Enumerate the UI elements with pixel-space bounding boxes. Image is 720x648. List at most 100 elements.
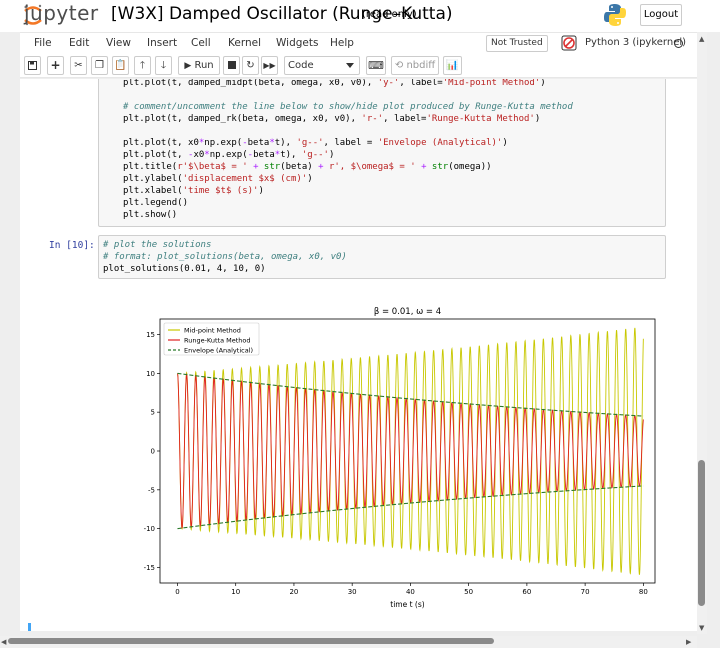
- move-up-button[interactable]: 🡑: [134, 56, 151, 75]
- copy-button[interactable]: ❐: [91, 56, 108, 75]
- kernel-name[interactable]: Python 3 (ipykernel): [585, 37, 687, 48]
- menu-insert[interactable]: Insert: [147, 37, 178, 49]
- chevron-down-icon: [346, 63, 354, 68]
- menu-kernel[interactable]: Kernel: [228, 37, 261, 49]
- move-down-button[interactable]: 🡓: [155, 56, 172, 75]
- code-line: # plot the solutions: [103, 240, 212, 250]
- scroll-left-icon[interactable]: ◀: [1, 638, 7, 646]
- code-line: plt.plot(t, damped_rk(beta, omega, x0, v…: [123, 114, 541, 124]
- code-line: # comment/uncomment the line below to sh…: [123, 102, 573, 112]
- run-button[interactable]: ▶ Run: [178, 56, 220, 75]
- save-button[interactable]: [24, 56, 41, 75]
- x-tick-label: 10: [231, 588, 240, 596]
- code-cell-1-editor[interactable]: plt.plot(t, damped_midpt(beta, omega, x0…: [98, 79, 666, 227]
- menu-cell[interactable]: Cell: [191, 37, 211, 49]
- menu-widgets[interactable]: Widgets: [276, 37, 319, 49]
- arrow-up-icon: 🡑: [139, 60, 146, 71]
- scroll-down-icon[interactable]: ▼: [699, 624, 705, 632]
- x-tick-label: 30: [348, 588, 357, 596]
- fast-forward-icon: ▶▶: [263, 61, 276, 70]
- plot-axes: [159, 318, 656, 584]
- legend-box: [163, 322, 260, 356]
- code-line: plt.plot(t, x0*np.exp(-beta*t), 'g--', l…: [123, 138, 508, 148]
- x-tick-label: 40: [406, 588, 415, 596]
- paste-icon: 📋: [114, 60, 127, 71]
- code-line: plt.xlabel('time $t$ (s)'): [123, 186, 264, 196]
- history-icon: ⟲: [394, 60, 404, 71]
- cut-button[interactable]: ✂: [70, 56, 87, 75]
- series-envelope-lower-line: [177, 485, 644, 530]
- logout-button[interactable]: Logout: [640, 4, 682, 26]
- x-tick-label: 70: [581, 588, 590, 596]
- bar-chart-icon: 📊: [446, 60, 459, 71]
- copy-icon: ❐: [95, 60, 104, 71]
- vertical-scrollbar[interactable]: [697, 33, 707, 634]
- command-palette-button[interactable]: ⌨: [366, 56, 386, 75]
- chart-title: β = 0.01, ω = 4: [374, 307, 441, 317]
- code-line: plt.title(r'$\beta$ = ' + str(beta) + r'…: [123, 162, 492, 172]
- code-line: plt.show(): [123, 210, 178, 220]
- cell-type-value: Code: [288, 60, 314, 71]
- y-tick-label: -15: [144, 564, 155, 572]
- y-tick-label: 10: [146, 370, 155, 378]
- x-tick-label: 20: [289, 588, 298, 596]
- jupyter-logo-icon[interactable]: [22, 3, 108, 27]
- menu-help[interactable]: Help: [330, 37, 354, 49]
- interrupt-button[interactable]: [223, 56, 240, 75]
- legend-label: Mid-point Method: [184, 327, 241, 335]
- series-envelope-upper-line: [177, 372, 644, 417]
- code-cell-2-editor[interactable]: # plot the solutions # format: plot_solu…: [98, 235, 666, 279]
- y-tick-label: 15: [146, 331, 155, 339]
- output-plot: β = 0.01, ω = 40 10 20 30 40 50 60 70 80-15-10-5…: [144, 307, 656, 609]
- kernel-status-icon: [674, 39, 683, 48]
- cell-type-select[interactable]: Code: [284, 56, 360, 75]
- x-axis-label: time t (s): [390, 600, 424, 609]
- code-line: plt.legend(): [123, 198, 189, 208]
- code-line: plt.ylabel('displacement $x$ (cm)'): [123, 174, 313, 184]
- legend-label: Runge-Kutta Method: [184, 337, 251, 345]
- y-tick-label: -5: [148, 486, 155, 494]
- restart-button[interactable]: ↻: [242, 56, 259, 75]
- menu-file[interactable]: File: [34, 37, 52, 49]
- chart-button[interactable]: 📊: [443, 56, 462, 75]
- menu-edit[interactable]: Edit: [69, 37, 90, 49]
- kernel-no-edit-icon: [561, 35, 577, 51]
- run-label: Run: [194, 60, 214, 71]
- refresh-icon: ↻: [246, 60, 255, 71]
- plus-icon: +: [50, 58, 61, 72]
- notebook-container: plt.plot(t, damped_midpt(beta, omega, x0…: [20, 79, 697, 631]
- x-tick-label: 50: [464, 588, 473, 596]
- notebook-title[interactable]: [W3X] Damped Oscillator (Runge–Kutta): [111, 4, 453, 24]
- code-line: plot_solutions(0.01, 4, 10, 0): [103, 264, 266, 274]
- vertical-scrollbar-thumb[interactable]: [698, 460, 705, 606]
- code-line: plt.plot(t, -x0*np.exp(-beta*t), 'g--'): [123, 150, 335, 160]
- save-icon: [28, 61, 37, 70]
- paste-button[interactable]: 📋: [112, 56, 129, 75]
- x-tick-label: 0: [175, 588, 179, 596]
- add-cell-button[interactable]: +: [47, 56, 64, 75]
- stop-icon: [227, 61, 236, 69]
- horizontal-scrollbar-thumb[interactable]: [8, 638, 494, 644]
- menu-view[interactable]: View: [106, 37, 131, 49]
- not-trusted-indicator[interactable]: Not Trusted: [486, 35, 548, 52]
- next-cell[interactable]: [28, 623, 668, 631]
- scroll-right-icon[interactable]: ▶: [686, 638, 692, 646]
- nbdiff-button[interactable]: ⟲ nbdiff: [391, 56, 439, 75]
- code-line: # format: plot_solutions(beta, omega, x0…: [103, 252, 347, 262]
- toolbar: + ✂ ❐ 📋 🡑 🡓 ▶ Run ↻ ▶▶ Code ⌨ ⟲ nbdiff 📊: [20, 54, 697, 78]
- y-tick-label: 5: [151, 409, 155, 417]
- code-line: plt.plot(t, damped_midpt(beta, omega, x0…: [123, 79, 546, 88]
- scroll-up-icon[interactable]: ▲: [699, 35, 705, 43]
- series-midpoint-line: [177, 327, 644, 575]
- keyboard-icon: ⌨: [368, 59, 384, 72]
- y-tick-label: 0: [151, 448, 155, 456]
- menubar: File Edit View Insert Cell Kernel Widget…: [20, 32, 697, 54]
- header: jupyter [W3X] Damped Oscillator (Runge–K…: [0, 0, 720, 32]
- legend-label: Envelope (Analytical): [184, 347, 253, 355]
- restart-run-all-button[interactable]: ▶▶: [261, 56, 278, 75]
- python-logo-icon: [604, 4, 626, 26]
- y-tick-label: -10: [144, 525, 155, 533]
- scissors-icon: ✂: [74, 60, 83, 71]
- jupyter-logo-text[interactable]: jupyter: [24, 1, 99, 25]
- readonly-indicator: (read only): [362, 9, 417, 20]
